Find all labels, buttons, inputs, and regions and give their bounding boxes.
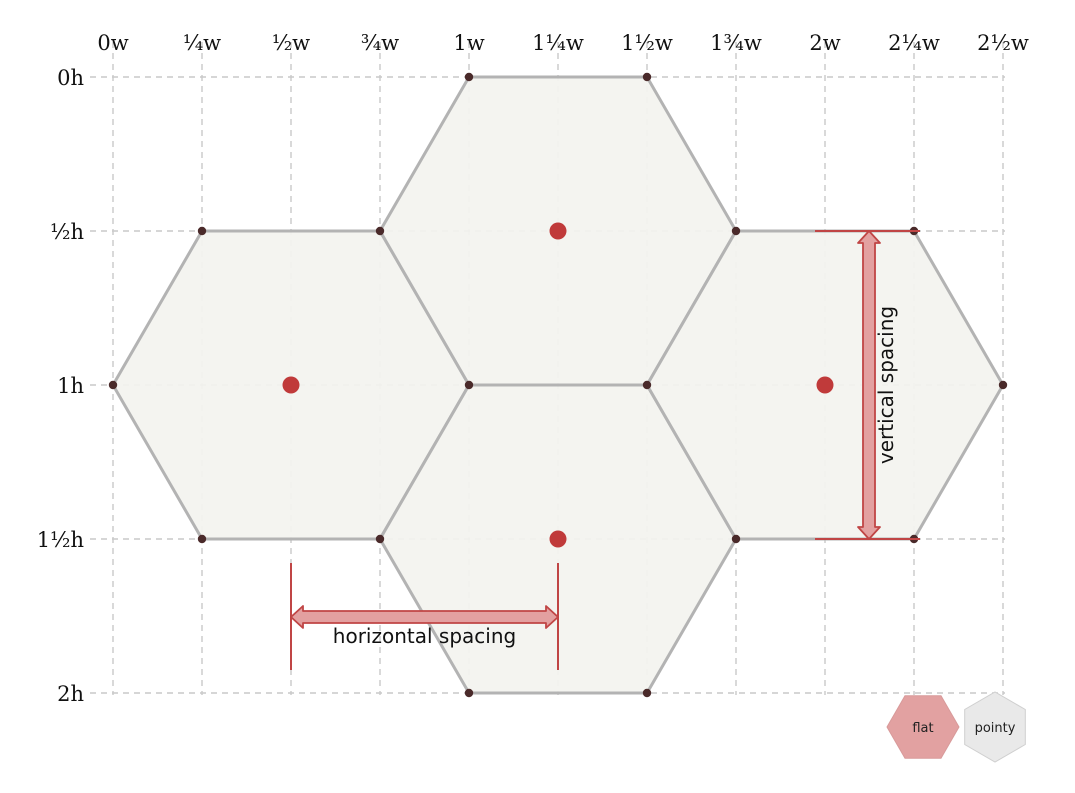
- row-label: 1h: [57, 374, 84, 398]
- column-label: ¼w: [183, 31, 221, 55]
- column-label: ½w: [272, 31, 310, 55]
- column-label: 1¼w: [532, 31, 584, 55]
- column-labels: 0w ¼w ½w ¾w 1w 1¼w 1½w 1¾w 2w 2¼w 2½w: [97, 31, 1029, 55]
- hex-vertex: [998, 380, 1008, 390]
- hex-vertex: [197, 226, 207, 236]
- flat-toggle-button[interactable]: flat: [886, 695, 960, 759]
- horizontal-spacing-arrow: [290, 605, 559, 629]
- pointy-hex-icon: [964, 691, 1026, 763]
- hex-vertex: [464, 380, 474, 390]
- hex-center: [816, 376, 834, 394]
- hex-vertex: [375, 534, 385, 544]
- hex-vertex: [731, 226, 741, 236]
- hex-vertex: [642, 72, 652, 82]
- hex-vertex: [464, 688, 474, 698]
- flat-toggle-label: flat: [912, 721, 933, 736]
- pointy-toggle-label: pointy: [975, 721, 1016, 736]
- hex-vertex: [642, 688, 652, 698]
- row-label: 1½h: [37, 528, 84, 552]
- hex-vertex: [731, 534, 741, 544]
- column-label: 1¾w: [710, 31, 762, 55]
- vertical-spacing-annotation: vertical spacing: [815, 230, 920, 540]
- hex-center: [282, 376, 300, 394]
- vertical-spacing-arrow: [857, 230, 881, 540]
- row-label: ½h: [50, 220, 84, 244]
- hex-vertex: [375, 226, 385, 236]
- hex-center: [549, 530, 567, 548]
- row-label: 0h: [57, 66, 84, 90]
- column-label: 0w: [97, 31, 128, 55]
- flat-hex-icon: [886, 695, 960, 759]
- column-label: 1w: [453, 31, 484, 55]
- column-label: 2w: [809, 31, 840, 55]
- pointy-toggle-button[interactable]: pointy: [964, 691, 1026, 763]
- hex-centers: [282, 222, 834, 548]
- vertical-spacing-label: vertical spacing: [874, 306, 898, 464]
- hex-vertex: [464, 72, 474, 82]
- column-label: 1½w: [621, 31, 673, 55]
- hex-vertex: [642, 380, 652, 390]
- horizontal-spacing-label: horizontal spacing: [333, 624, 516, 648]
- hex-vertex: [108, 380, 118, 390]
- hex-vertex: [197, 534, 207, 544]
- column-label: ¾w: [361, 31, 399, 55]
- horizontal-spacing-annotation: horizontal spacing: [290, 563, 559, 670]
- orientation-toggle: flat pointy: [886, 691, 1026, 763]
- row-labels: 0h ½h 1h 1½h 2h: [37, 66, 84, 706]
- column-label: 2¼w: [888, 31, 940, 55]
- column-label: 2½w: [977, 31, 1029, 55]
- hex-center: [549, 222, 567, 240]
- row-label: 2h: [57, 682, 84, 706]
